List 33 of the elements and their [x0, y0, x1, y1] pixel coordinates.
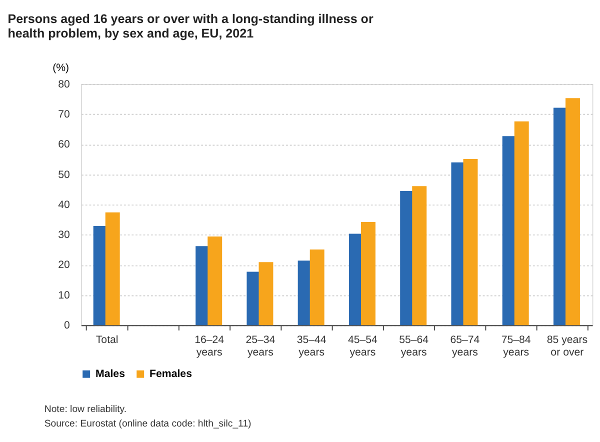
bar [412, 186, 427, 326]
x-tick-label: 45–54 years [348, 334, 378, 359]
legend-label: Females [150, 368, 192, 380]
text: Note: low reliability. [44, 404, 127, 415]
legend-label: Males [96, 368, 126, 380]
bar [258, 262, 274, 326]
x-tick-label: 25–34 years [246, 334, 276, 359]
x-tick-label: 16–24 years [194, 334, 224, 359]
x-tick-label: 75–84 years [501, 334, 531, 359]
x-tick-label: 65–74 years [450, 334, 480, 359]
y-tick-label: 60 [58, 138, 70, 151]
y-tick-label: 50 [58, 168, 70, 181]
x-tick-label: 55–64 years [399, 334, 429, 359]
y-axis-title: (%) [52, 62, 70, 74]
chart-title: Persons aged 16 years or over with a long-standing illness or health problem, by sex and age, EU, 2021 [8, 12, 374, 41]
y-tick-label: 30 [58, 229, 70, 242]
source-note: Source: Eurostat (online data code: hlth_silc_11) [44, 418, 252, 430]
x-tick-label: 35–44 years [296, 334, 326, 359]
y-tick-label: 0 [64, 320, 70, 332]
y-tick-label: 20 [58, 259, 70, 272]
y-tick-label: 70 [58, 108, 70, 121]
y-tick-label: 10 [58, 289, 70, 302]
bar [463, 159, 478, 326]
bar [105, 212, 120, 326]
y-tick-label: 80 [58, 78, 70, 90]
bar [514, 121, 529, 326]
bar [566, 98, 580, 326]
x-tick-label: Total [96, 334, 118, 346]
bar [310, 249, 324, 326]
y-tick-label: 40 [58, 198, 70, 211]
x-tick-label: 85 years or over [546, 334, 588, 359]
bar [208, 236, 222, 326]
bar [361, 222, 376, 326]
